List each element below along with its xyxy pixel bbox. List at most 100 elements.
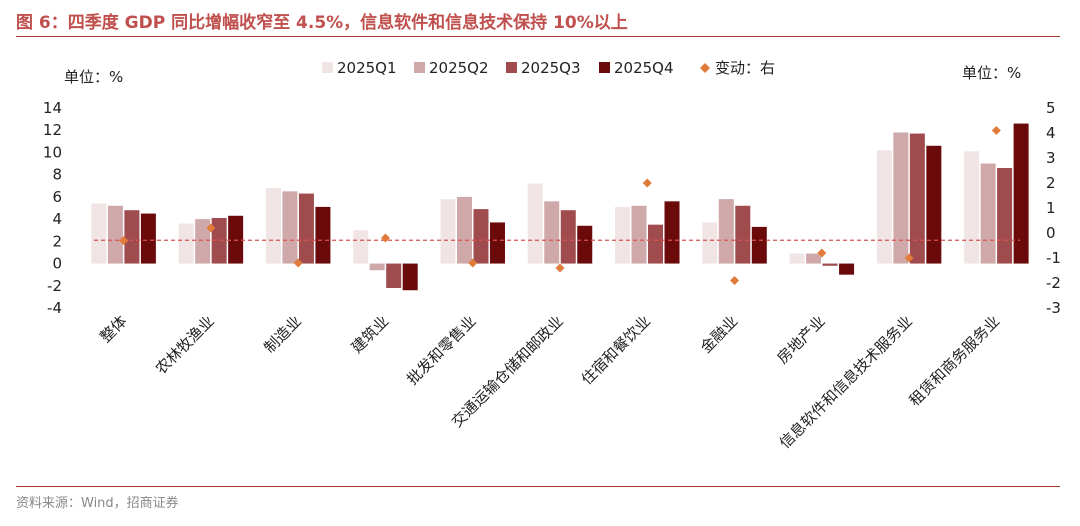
legend-label: 2025Q2 (429, 59, 489, 77)
left-tick-label: 8 (52, 166, 62, 184)
right-tick-label: 5 (1046, 99, 1056, 117)
change-marker (555, 263, 565, 273)
category-label: 农林牧渔业 (152, 312, 218, 378)
bar-2025Q2 (893, 132, 909, 264)
chart: 单位：% 单位：% 2025Q1 2025Q2 2025Q3 2025Q4 变动：右 -… (43, 59, 1061, 452)
legend-swatch (599, 62, 610, 73)
right-tick-label: 1 (1046, 199, 1056, 217)
left-tick-label: -4 (47, 299, 62, 317)
change-marker (817, 248, 827, 258)
bar-2025Q4 (140, 213, 156, 264)
bar-2025Q2 (980, 163, 996, 264)
bar-2025Q2 (107, 205, 123, 264)
bar-2025Q1 (353, 230, 369, 264)
category-label: 金融业 (697, 312, 742, 357)
top-rule (16, 36, 1060, 37)
legend-swatch (322, 62, 333, 73)
legend-label: 变动：右 (715, 59, 775, 77)
bar-2025Q4 (926, 145, 942, 264)
bar-2025Q2 (195, 219, 211, 264)
bar-2025Q4 (664, 201, 680, 264)
category-label: 批发和零售业 (403, 312, 479, 388)
right-tick-label: 0 (1046, 224, 1056, 242)
category-label: 房地产业 (773, 312, 828, 367)
left-tick-label: 2 (52, 232, 62, 250)
source-note: 资料来源：Wind，招商证券 (16, 496, 179, 511)
bar-2025Q1 (702, 222, 718, 264)
bar-2025Q1 (527, 183, 543, 264)
bar-2025Q1 (615, 206, 631, 264)
bar-2025Q3 (560, 210, 576, 264)
bar-2025Q3 (473, 209, 489, 264)
bar-2025Q2 (456, 196, 472, 264)
bar-2025Q4 (402, 263, 418, 291)
right-tick-label: 4 (1046, 124, 1056, 142)
bar-2025Q1 (876, 150, 892, 264)
legend: 2025Q1 2025Q2 2025Q3 2025Q4 变动：右 (322, 59, 775, 77)
bar-2025Q3 (124, 210, 140, 264)
legend-label: 2025Q3 (521, 59, 581, 77)
bar-2025Q2 (806, 253, 822, 264)
bar-2025Q3 (997, 168, 1013, 264)
bar-2025Q4 (1013, 123, 1029, 264)
legend-label: 2025Q1 (337, 59, 397, 77)
change-marker (642, 178, 652, 188)
bar-2025Q2 (544, 201, 560, 264)
bar-2025Q2 (718, 199, 734, 264)
left-tick-label: -2 (47, 277, 62, 295)
left-axis: -4 -2 0 2 4 6 8 10 12 14 (43, 99, 62, 317)
right-tick-label: 2 (1046, 174, 1056, 192)
bar-2025Q4 (489, 222, 505, 264)
right-tick-label: -3 (1046, 299, 1061, 317)
bar-2025Q1 (789, 253, 805, 264)
change-marker (293, 258, 303, 268)
bar-2025Q3 (822, 263, 838, 266)
bar-2025Q1 (964, 151, 980, 264)
bar-2025Q2 (631, 205, 647, 264)
left-tick-label: 6 (52, 188, 62, 206)
right-tick-label: -1 (1046, 249, 1061, 267)
legend-swatch (414, 62, 425, 73)
bar-2025Q2 (369, 263, 385, 271)
page-title: 图 6：四季度 GDP 同比增幅收窄至 4.5%，信息软件和信息技术保持 10%… (16, 13, 628, 33)
category-label: 整体 (97, 312, 131, 346)
right-axis: -3 -2 -1 0 1 2 3 4 5 (1046, 99, 1061, 317)
bar-2025Q1 (265, 188, 281, 264)
change-marker (380, 233, 390, 243)
right-tick-label: 3 (1046, 149, 1056, 167)
legend-swatch (506, 62, 517, 73)
bar-2025Q4 (751, 226, 767, 264)
bar-2025Q4 (315, 206, 331, 264)
change-marker (468, 258, 478, 268)
bar-2025Q1 (178, 223, 194, 264)
bar-2025Q1 (440, 199, 456, 264)
bar-2025Q4 (577, 225, 593, 264)
bar-2025Q3 (386, 263, 402, 288)
legend-swatch (700, 63, 710, 73)
bar-2025Q3 (735, 205, 751, 264)
left-tick-label: 10 (43, 143, 62, 161)
bar-2025Q3 (648, 224, 664, 264)
change-marker (119, 236, 129, 245)
category-label: 制造业 (260, 312, 305, 357)
left-unit-label: 单位：% (64, 68, 123, 86)
change-markers (119, 126, 1001, 285)
category-label: 住宿和餐饮业 (578, 312, 654, 388)
left-tick-label: 4 (52, 210, 62, 228)
bar-2025Q4 (839, 263, 855, 275)
bar-2025Q3 (909, 133, 925, 264)
legend-label: 2025Q4 (614, 59, 674, 77)
bar-2025Q1 (91, 203, 107, 264)
bar-2025Q3 (298, 193, 314, 264)
right-unit-label: 单位：% (962, 64, 1021, 82)
left-tick-label: 12 (43, 121, 62, 139)
change-marker (730, 276, 740, 285)
change-marker (206, 223, 216, 233)
category-label: 建筑业 (348, 312, 393, 357)
change-marker (991, 126, 1001, 135)
left-tick-label: 14 (43, 99, 62, 117)
right-tick-label: -2 (1046, 274, 1061, 292)
bar-2025Q3 (211, 218, 227, 264)
bottom-rule (16, 486, 1060, 487)
